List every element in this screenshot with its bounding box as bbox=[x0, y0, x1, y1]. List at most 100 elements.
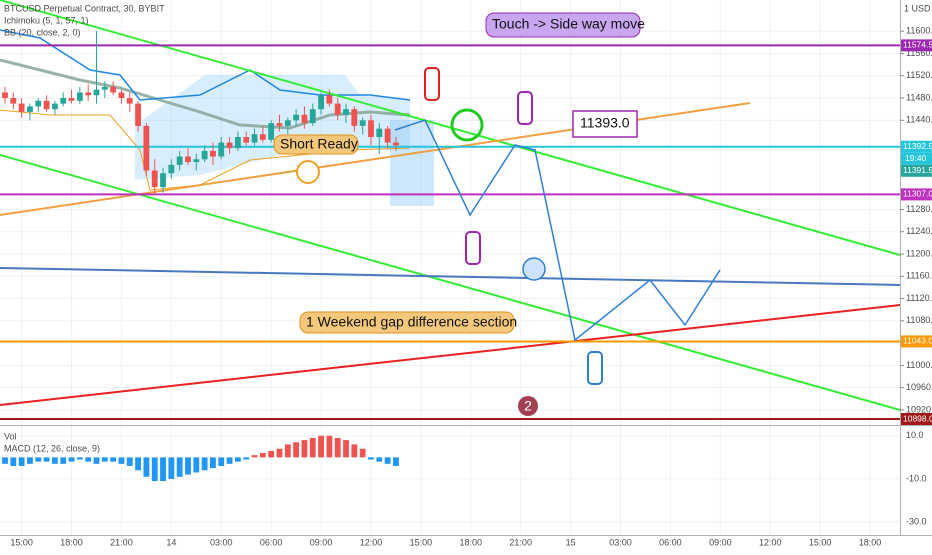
candle-body bbox=[176, 156, 183, 165]
countdown-label: 19:40 bbox=[905, 153, 927, 163]
annotation: 2 bbox=[524, 398, 532, 414]
x-tick-label: 18:00 bbox=[460, 537, 483, 547]
macd-bar bbox=[393, 457, 399, 466]
x-tick-label: 21:00 bbox=[509, 537, 532, 547]
trend-line bbox=[0, 267, 901, 286]
candle-body bbox=[309, 109, 316, 124]
trend-line bbox=[0, 154, 901, 411]
candle-body bbox=[151, 170, 158, 188]
candle-body bbox=[301, 114, 308, 124]
macd-bar bbox=[326, 435, 333, 458]
y-tick-label: 10960.0 bbox=[906, 382, 932, 392]
candle-body bbox=[68, 98, 75, 101]
candle-body bbox=[368, 120, 374, 138]
candle-body bbox=[268, 123, 275, 140]
x-tick-label: 12:00 bbox=[360, 537, 383, 547]
price-label-box bbox=[901, 413, 932, 425]
price-label: 11307.0 bbox=[903, 189, 932, 199]
indicator-label: Ichimoku (5, 1, 57, 1) bbox=[4, 15, 89, 25]
candle-body bbox=[234, 137, 241, 149]
candle-body bbox=[318, 95, 324, 110]
candle-body bbox=[18, 103, 25, 112]
macd-bar bbox=[35, 457, 42, 462]
macd-bar bbox=[143, 457, 150, 477]
candle-body bbox=[60, 98, 67, 104]
annotation: 11393.0 bbox=[580, 115, 630, 131]
macd-bar bbox=[85, 457, 92, 462]
x-tick-label: 14 bbox=[166, 537, 176, 547]
levels bbox=[0, 44, 900, 420]
macd-bar bbox=[93, 457, 100, 464]
hand-icon bbox=[424, 67, 440, 101]
y-tick-label: 11200.0 bbox=[906, 248, 932, 258]
candle-body bbox=[110, 86, 117, 93]
x-tick-label: 09:00 bbox=[709, 537, 732, 547]
macd-bar bbox=[193, 457, 200, 473]
candle-body bbox=[85, 92, 92, 96]
y-tick-label: 10920.0 bbox=[906, 404, 932, 414]
y-tick-label: 11000.0 bbox=[906, 360, 932, 370]
macd-bar bbox=[118, 457, 125, 464]
price-label: 10898.0 bbox=[903, 413, 932, 423]
projection-path bbox=[394, 119, 721, 342]
candle-body bbox=[143, 125, 150, 171]
macd-bar bbox=[301, 440, 308, 458]
annotation: Short Ready bbox=[280, 136, 358, 152]
macd-bar bbox=[259, 453, 266, 458]
x-tick-label: 06:00 bbox=[260, 537, 283, 547]
candle-body bbox=[259, 134, 266, 140]
candle-body bbox=[351, 109, 358, 126]
macd-bar bbox=[2, 457, 8, 464]
candle-body bbox=[284, 120, 291, 126]
macd-bar bbox=[60, 457, 67, 464]
y-tick-label: 11120.0 bbox=[906, 293, 932, 303]
x-tick-label: 18:00 bbox=[859, 537, 882, 547]
price-label-box bbox=[901, 140, 932, 153]
x-tick-label: 15:00 bbox=[10, 537, 33, 547]
macd-bar bbox=[101, 457, 108, 462]
annotation-badge bbox=[518, 396, 538, 416]
y-tick-label: 11520.0 bbox=[906, 70, 932, 80]
emoji-icon bbox=[296, 160, 320, 184]
macd-bar bbox=[126, 457, 133, 466]
macd-bar bbox=[284, 444, 291, 458]
macd-bar bbox=[293, 442, 300, 458]
price-label: 11574.5 bbox=[903, 40, 932, 50]
y-tick-label: 11560.0 bbox=[906, 48, 932, 58]
macd-bar bbox=[201, 457, 208, 471]
price-label-box bbox=[901, 335, 932, 348]
candle-body bbox=[376, 128, 383, 138]
macd-bar bbox=[10, 457, 17, 466]
y-tick-label: 11480.0 bbox=[906, 92, 932, 102]
macd-bar bbox=[110, 457, 117, 462]
candle-body bbox=[10, 98, 17, 104]
unit-label: 1 USD bbox=[904, 3, 931, 13]
annotation-box bbox=[572, 110, 638, 138]
candle-body bbox=[226, 142, 233, 149]
macd-bar bbox=[351, 444, 358, 458]
trend-line bbox=[0, 304, 901, 406]
price-label-box bbox=[901, 188, 932, 201]
candle-body bbox=[326, 95, 333, 104]
candle-body bbox=[210, 150, 216, 157]
macd-bar bbox=[51, 457, 58, 464]
hand-icon bbox=[517, 91, 533, 125]
macd-bar bbox=[268, 450, 275, 458]
macd-bar bbox=[276, 448, 283, 458]
annotation-box bbox=[273, 134, 359, 155]
candle-body bbox=[43, 100, 50, 110]
macd-bar bbox=[234, 457, 241, 462]
candle-body bbox=[27, 106, 33, 112]
emoji-icon bbox=[522, 257, 546, 281]
price-label-box bbox=[901, 164, 932, 177]
candle-body bbox=[135, 103, 141, 126]
annotation-box bbox=[485, 12, 641, 38]
candle-body bbox=[243, 137, 250, 143]
macd-bar bbox=[309, 437, 316, 458]
candles bbox=[2, 31, 399, 196]
candle-body bbox=[93, 89, 100, 96]
macd-bar bbox=[218, 457, 225, 466]
macd-bar bbox=[27, 457, 33, 464]
candle-body bbox=[2, 92, 8, 99]
